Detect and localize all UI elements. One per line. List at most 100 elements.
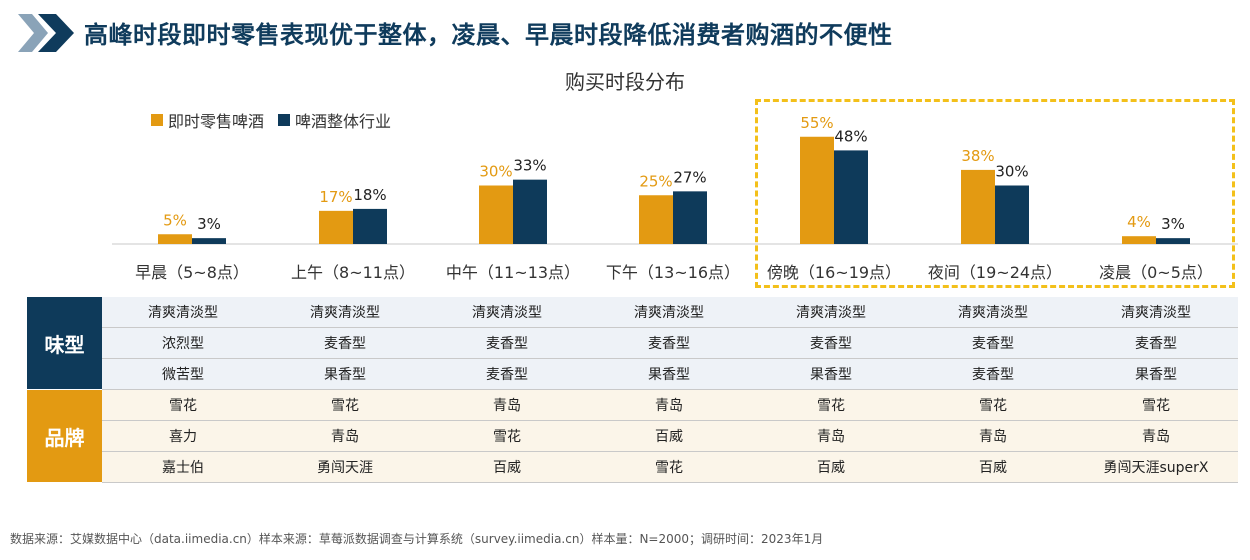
table-cell: 麦香型 (912, 327, 1074, 359)
table-cell: 青岛 (588, 389, 750, 421)
table-cell: 麦香型 (426, 358, 588, 390)
table-cell: 青岛 (1074, 420, 1238, 452)
row-group-label-flavor: 味型 (27, 297, 102, 390)
table-cell: 果香型 (750, 358, 912, 390)
table-cell: 麦香型 (264, 327, 426, 359)
table-cell: 百威 (750, 451, 912, 483)
category-label-5: 夜间（19~24点） (928, 263, 1062, 282)
table-cell: 百威 (912, 451, 1074, 483)
data-label-overall-6: 3% (1161, 215, 1185, 233)
table-cell: 勇闯天涯 (264, 451, 426, 483)
header: 高峰时段即时零售表现优于整体，凌晨、早晨时段降低消费者购酒的不便性 (0, 0, 1250, 66)
table-cell: 青岛 (426, 389, 588, 421)
table-cell: 雪花 (426, 420, 588, 452)
data-label-overall-4: 48% (834, 127, 867, 145)
legend-label-instant-retail: 即时零售啤酒 (168, 112, 265, 131)
data-label-instant-retail-5: 38% (961, 147, 994, 165)
data-label-instant-retail-3: 25% (639, 172, 672, 190)
page-title: 高峰时段即时零售表现优于整体，凌晨、早晨时段降低消费者购酒的不便性 (84, 21, 893, 49)
legend-item-overall: 啤酒整体行业 (278, 108, 391, 132)
data-label-overall-3: 27% (673, 168, 706, 186)
data-label-overall-0: 3% (197, 215, 221, 233)
bar-instant-retail-6 (1122, 236, 1156, 244)
chart-legend: 即时零售啤酒 啤酒整体行业 (151, 108, 405, 132)
table-cell: 麦香型 (1074, 327, 1238, 359)
bar-instant-retail-4 (800, 136, 834, 244)
table-cell: 百威 (588, 420, 750, 452)
table-cell: 百威 (426, 451, 588, 483)
table-cell: 果香型 (588, 358, 750, 390)
table-cell: 青岛 (750, 420, 912, 452)
category-label-3: 下午（13~16点） (606, 263, 740, 282)
category-label-6: 凌晨（0~5点） (1099, 263, 1213, 282)
bar-instant-retail-1 (319, 210, 353, 244)
table-cell: 果香型 (1074, 358, 1238, 390)
data-label-instant-retail-4: 55% (800, 114, 833, 132)
table-row: 味型 清爽清淡型 清爽清淡型 清爽清淡型 清爽清淡型 清爽清淡型 清爽清淡型 清爽清淡型 (27, 297, 1238, 390)
table-cell: 青岛 (912, 420, 1074, 452)
category-label-0: 早晨（5~8点） (135, 263, 249, 282)
table-cell: 青岛 (264, 420, 426, 452)
table-cell: 微苦型 (102, 358, 264, 390)
table-cell: 浓烈型 (102, 327, 264, 359)
data-label-overall-1: 18% (353, 186, 386, 204)
data-label-instant-retail-1: 17% (319, 188, 352, 206)
legend-item-instant-retail: 即时零售啤酒 (151, 108, 264, 132)
bar-overall-1 (353, 208, 387, 244)
table-cell: 清爽清淡型 (912, 297, 1074, 328)
bar-chart: 5% 3%早晨（5~8点）17% 18%上午（8~11点）30% 33%中午（11~1… (112, 114, 1238, 282)
legend-label-overall: 啤酒整体行业 (295, 112, 392, 131)
table-cell: 麦香型 (588, 327, 750, 359)
data-label-instant-retail-6: 4% (1127, 213, 1151, 231)
table-cell: 麦香型 (912, 358, 1074, 390)
data-label-instant-retail-2: 30% (479, 163, 512, 181)
table-cell: 勇闯天涯superX (1074, 451, 1238, 483)
bar-overall-4 (834, 150, 868, 244)
legend-swatch-overall (278, 114, 291, 126)
table-cell: 清爽清淡型 (750, 297, 912, 328)
category-label-4: 傍晚（16~19点） (767, 263, 901, 282)
table-cell: 果香型 (264, 358, 426, 390)
bar-overall-3 (673, 191, 707, 244)
table-cell: 清爽清淡型 (102, 297, 264, 328)
table-cell: 雪花 (750, 389, 912, 421)
table-row: 浓烈型 麦香型 麦香型 麦香型 麦香型 麦香型 麦香型 (27, 327, 1238, 359)
table-cell: 清爽清淡型 (426, 297, 588, 328)
table-row: 嘉士伯 勇闯天涯 百威 雪花 百威 百威 勇闯天涯superX (27, 451, 1238, 483)
bar-overall-0 (192, 238, 226, 244)
attribute-table: 味型 清爽清淡型 清爽清淡型 清爽清淡型 清爽清淡型 清爽清淡型 清爽清淡型 清爽清淡型 浓烈型… (27, 297, 1238, 483)
category-label-1: 上午（8~11点） (291, 263, 415, 282)
table-cell: 麦香型 (750, 327, 912, 359)
table-cell: 雪花 (102, 389, 264, 421)
table-cell: 喜力 (102, 420, 264, 452)
bar-instant-retail-2 (479, 185, 513, 244)
legend-swatch-instant-retail (151, 114, 163, 126)
table-row: 喜力 青岛 雪花 百威 青岛 青岛 青岛 (27, 420, 1238, 452)
row-group-label-brand: 品牌 (27, 389, 102, 483)
table-cell: 雪花 (264, 389, 426, 421)
category-label-2: 中午（11~13点） (446, 263, 580, 282)
chart-title: 购买时段分布 (565, 70, 685, 94)
bar-instant-retail-3 (639, 195, 673, 244)
bar-instant-retail-0 (158, 234, 192, 244)
chevron-icon (18, 14, 74, 52)
highlight-box (755, 99, 1235, 288)
table-cell: 雪花 (1074, 389, 1238, 421)
table-cell: 清爽清淡型 (264, 297, 426, 328)
table-cell: 嘉士伯 (102, 451, 264, 483)
table-cell: 麦香型 (426, 327, 588, 359)
table-cell: 清爽清淡型 (1074, 297, 1238, 328)
bar-overall-5 (995, 185, 1029, 244)
bar-overall-6 (1156, 238, 1190, 244)
table-cell: 雪花 (588, 451, 750, 483)
table-cell: 清爽清淡型 (588, 297, 750, 328)
source-footnote: 数据来源：艾媒数据中心（data.iimedia.cn）样本来源：草莓派数据调查… (10, 532, 824, 546)
data-label-instant-retail-0: 5% (163, 211, 187, 229)
table-cell: 雪花 (912, 389, 1074, 421)
table-row: 品牌 雪花 雪花 青岛 青岛 雪花 雪花 雪花 (27, 389, 1238, 483)
bar-instant-retail-5 (961, 169, 995, 244)
table-row: 微苦型 果香型 麦香型 果香型 果香型 麦香型 果香型 (27, 358, 1238, 390)
data-label-overall-2: 33% (513, 157, 546, 175)
bar-overall-2 (513, 179, 547, 244)
data-label-overall-5: 30% (995, 163, 1028, 181)
